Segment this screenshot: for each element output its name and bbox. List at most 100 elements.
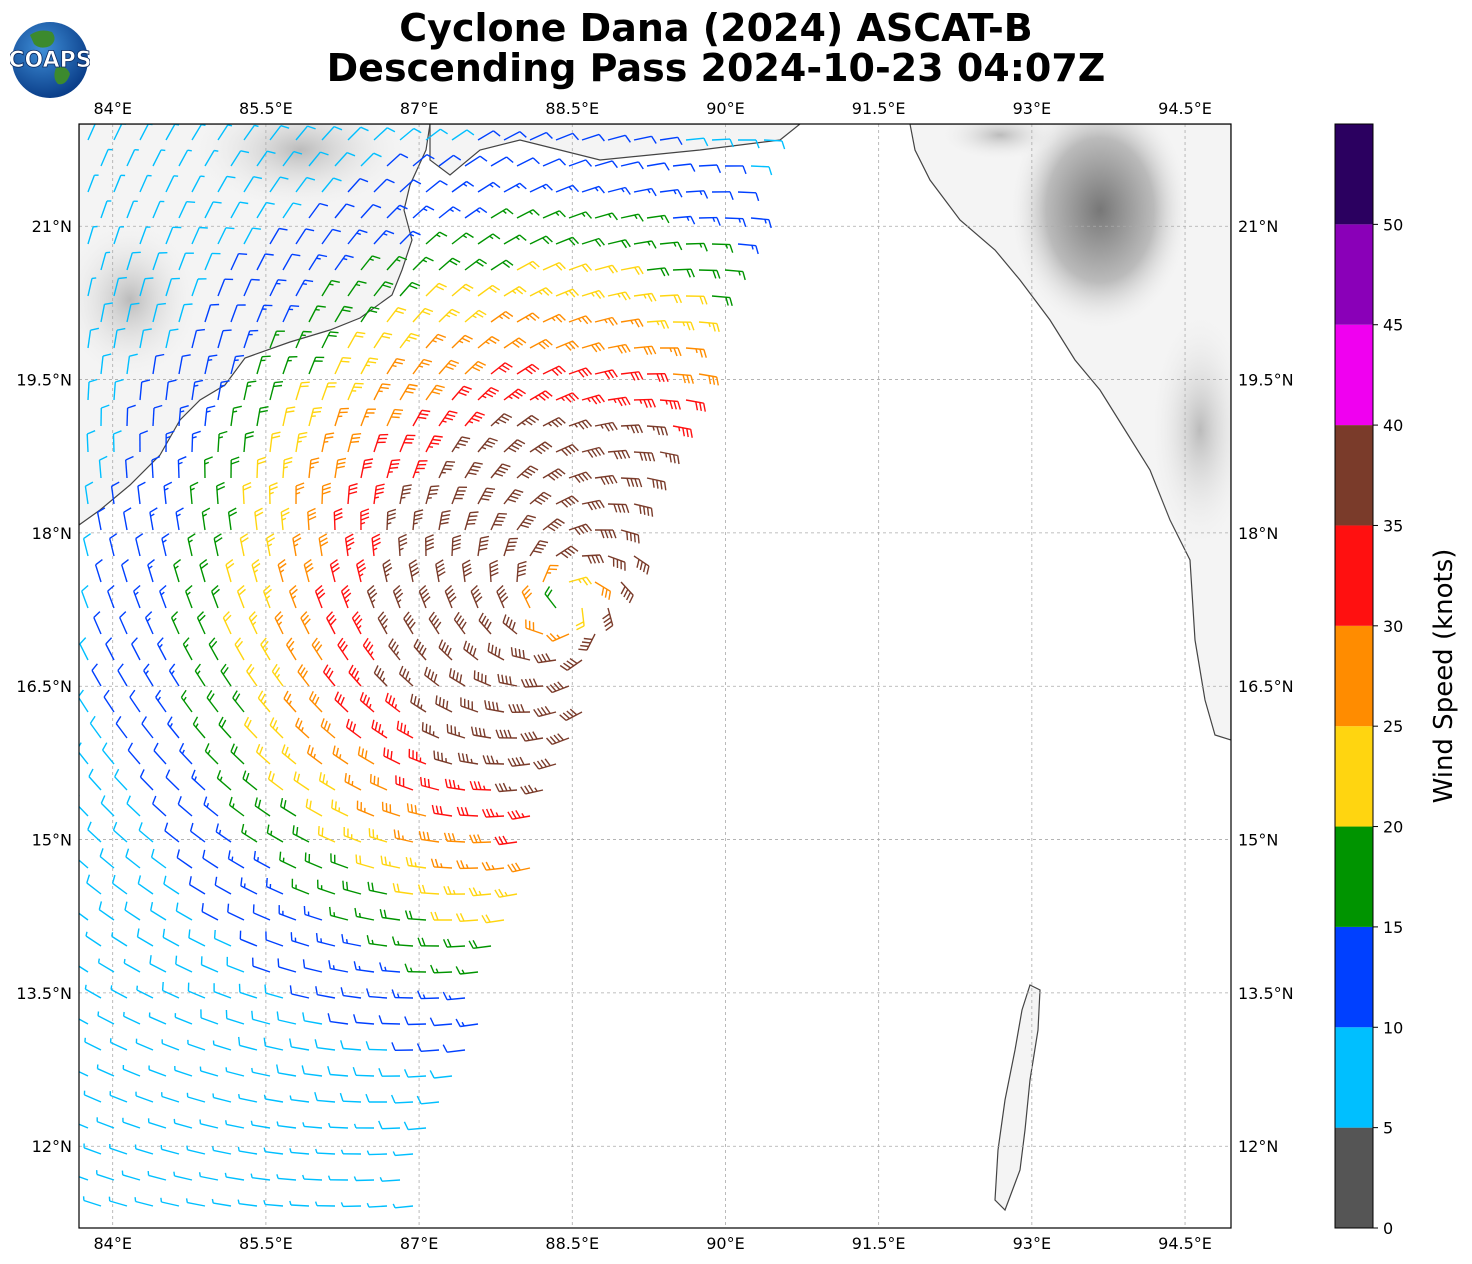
- wind-barb: [594, 581, 612, 600]
- wind-barb: [213, 929, 232, 947]
- wind-barb: [230, 456, 240, 479]
- wind-barb: [685, 347, 707, 358]
- wind-barb: [425, 231, 448, 245]
- wind-barb: [269, 330, 285, 349]
- wind-barb: [100, 302, 114, 323]
- wind-barb: [248, 611, 258, 635]
- wind-barb: [575, 607, 585, 631]
- wind-barb: [88, 768, 102, 791]
- wind-barb: [373, 483, 385, 505]
- wind-barb: [334, 305, 353, 323]
- wind-barb: [581, 342, 605, 353]
- wind-barb: [87, 174, 99, 193]
- wind-barb: [204, 456, 213, 479]
- wind-barb: [126, 795, 141, 817]
- lon-tick-label-top: 91.5°E: [852, 99, 906, 118]
- wind-barb: [750, 217, 772, 229]
- wind-barb: [496, 584, 509, 609]
- wind-barb: [581, 394, 605, 405]
- wind-barb: [240, 877, 258, 895]
- wind-barb: [178, 405, 189, 427]
- wind-barb: [165, 379, 177, 401]
- latitude-tick-labels-left: 21°N 19.5°N 18°N 16.5°N 15°N 13.5°N 12°N: [16, 217, 72, 1156]
- wind-barb: [141, 716, 154, 739]
- wind-barb: [194, 663, 206, 687]
- wind-barb: [191, 769, 206, 791]
- coaps-logo: COAPS: [10, 22, 90, 98]
- wind-barb: [418, 584, 431, 609]
- wind-barb: [84, 984, 102, 999]
- wind-barb: [646, 267, 670, 277]
- wind-barb: [620, 424, 644, 434]
- wind-barb: [159, 584, 167, 609]
- wind-barb: [182, 637, 193, 661]
- wind-barb: [269, 279, 287, 297]
- wind-barb: [84, 481, 94, 505]
- wind-barb: [243, 380, 257, 401]
- wind-barb: [123, 958, 141, 973]
- wind-barb: [329, 906, 349, 921]
- wind-barb: [503, 234, 527, 245]
- wind-barb: [89, 715, 102, 739]
- wind-barb: [366, 1202, 388, 1208]
- wind-barb: [529, 235, 553, 245]
- wind-barb: [334, 254, 354, 271]
- wind-barb: [620, 161, 644, 170]
- wind-barb: [230, 201, 249, 219]
- wind-barb: [342, 880, 362, 895]
- wind-barb: [304, 852, 323, 869]
- wind-barb: [327, 1013, 349, 1025]
- wind-barb: [403, 1121, 427, 1131]
- wind-barb: [620, 265, 644, 275]
- wind-barb: [607, 396, 631, 407]
- wind-barb: [413, 638, 427, 661]
- wind-barb: [178, 303, 193, 323]
- wind-barb: [620, 371, 644, 381]
- wind-barb: [352, 1066, 375, 1077]
- colorbar-bin: [1335, 324, 1373, 426]
- wind-barb: [191, 430, 201, 453]
- wind-barb: [318, 533, 329, 557]
- wind-barb: [121, 1170, 141, 1181]
- colorbar-bin: [1335, 124, 1373, 225]
- wind-barb: [215, 823, 232, 843]
- wind-barb: [242, 481, 252, 505]
- wind-barb: [334, 203, 355, 219]
- wind-barb: [328, 960, 349, 973]
- wind-barb: [559, 708, 583, 722]
- wind-barb: [204, 405, 216, 427]
- wind-barb: [607, 449, 631, 460]
- wind-barb: [373, 281, 394, 297]
- wind-barb: [490, 362, 513, 375]
- wind-barb: [334, 407, 349, 427]
- wind-barb: [737, 191, 760, 202]
- wind-barb: [416, 1043, 440, 1052]
- wind-barb: [79, 1123, 89, 1129]
- wind-barb: [225, 1120, 245, 1129]
- wind-barb: [435, 559, 446, 583]
- wind-barb: [101, 742, 115, 765]
- wind-barb: [529, 441, 553, 455]
- wind-barb: [646, 162, 670, 171]
- wind-barb: [94, 559, 103, 583]
- lon-tick-label-top: 85.5°E: [239, 99, 293, 118]
- lat-tick-label-right: 21°N: [1238, 217, 1278, 236]
- wind-barb: [256, 150, 276, 167]
- wind-barb: [191, 226, 208, 245]
- wind-barb: [633, 555, 650, 575]
- wind-barb: [87, 821, 102, 843]
- wind-barb: [117, 663, 128, 687]
- wind-barb: [477, 335, 500, 349]
- wind-barb: [254, 797, 271, 817]
- colorbar-label: Wind Speed (knots): [1429, 549, 1459, 804]
- wind-barb: [256, 456, 267, 479]
- wind-barb: [123, 1011, 141, 1025]
- wind-barb: [252, 904, 271, 921]
- wind-barb: [477, 535, 490, 557]
- wind-barb: [344, 533, 355, 557]
- wind-barb: [425, 282, 447, 297]
- lat-tick-label-left: 18°N: [32, 524, 72, 543]
- lat-tick-label-right: 16.5°N: [1238, 677, 1294, 696]
- wind-barb: [236, 584, 246, 609]
